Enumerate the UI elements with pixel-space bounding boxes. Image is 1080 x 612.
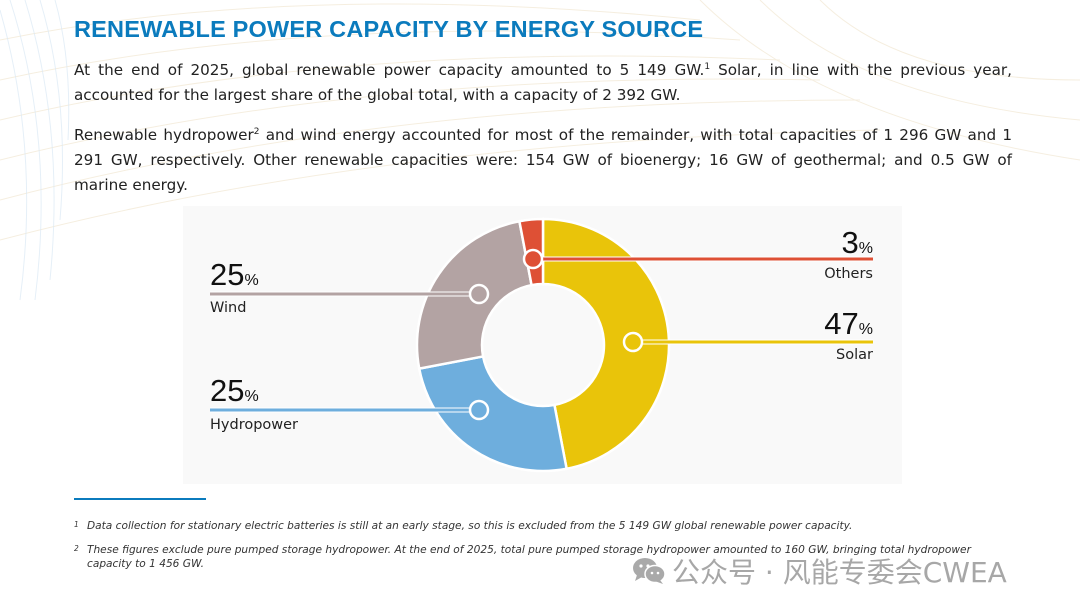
footnote-1: 1 Data collection for stationary electri… <box>74 520 1024 534</box>
intro-paragraph: At the end of 2025, global renewable pow… <box>74 58 1012 108</box>
detail-text-b: and wind energy accounted for most of th… <box>74 126 1013 194</box>
label-solar: 47% <box>824 308 873 339</box>
label-hydropower: 25% <box>210 375 259 406</box>
footnote-2-text: These figures exclude pure pumped storag… <box>87 544 971 570</box>
wechat-icon <box>633 558 666 584</box>
donut-chart: 25% Wind 25% Hydropower 3% Others 47% So… <box>183 206 902 484</box>
slice-hydropower <box>417 354 569 473</box>
intro-text-a: At the end of 2025, global renewable pow… <box>74 61 705 79</box>
detail-text-a: Renewable hydropower <box>74 126 254 144</box>
marker-solar <box>622 331 644 353</box>
donut-chart-svg <box>210 217 873 473</box>
wind-percent: 25% <box>210 257 259 292</box>
footnote-ref-1[interactable]: 1 <box>704 62 711 72</box>
hydropower-percent: 25% <box>210 373 259 408</box>
wind-name: Wind <box>210 300 247 316</box>
footnote-2: 2 These figures exclude pure pumped stor… <box>74 544 1024 571</box>
footnote-1-text: Data collection for stationary electric … <box>87 520 853 532</box>
label-wind: 25% <box>210 259 259 290</box>
page-title: RENEWABLE POWER CAPACITY BY ENERGY SOURC… <box>74 16 704 42</box>
others-name: Others <box>824 266 873 282</box>
watermark-text: 公众号 · 风能专委会CWEA <box>672 556 1007 589</box>
footnote-2-number: 2 <box>74 544 79 553</box>
watermark: 公众号 · 风能专委会CWEA <box>632 551 1007 591</box>
marker-others <box>522 248 544 270</box>
label-others: 3% <box>842 227 873 258</box>
footnote-1-number: 1 <box>74 520 79 529</box>
intro-text-b: Solar, in line with the previous year, a… <box>74 61 1012 104</box>
marker-hydropower <box>468 399 490 421</box>
footnote-divider <box>74 498 206 500</box>
solar-name: Solar <box>836 347 873 363</box>
others-percent: 3% <box>841 225 873 260</box>
detail-paragraph: Renewable hydropower2 and wind energy ac… <box>74 123 1012 198</box>
hydropower-name: Hydropower <box>210 417 299 433</box>
solar-percent: 47% <box>824 306 873 341</box>
footnote-ref-2[interactable]: 2 <box>253 127 260 137</box>
marker-wind <box>468 283 490 305</box>
